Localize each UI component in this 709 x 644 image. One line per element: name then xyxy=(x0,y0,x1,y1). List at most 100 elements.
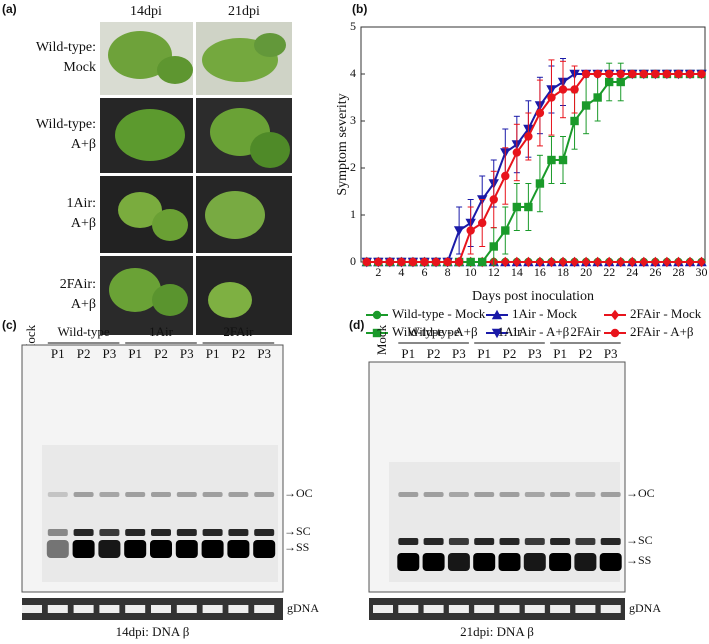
lane-label: P3 xyxy=(180,346,194,361)
photo-grid xyxy=(100,22,292,335)
marker xyxy=(512,256,522,268)
marker xyxy=(628,256,637,268)
y-tick-label: 5 xyxy=(350,19,356,33)
group-label: 2FAir xyxy=(570,324,601,339)
gdna-band xyxy=(373,605,393,613)
band xyxy=(599,553,622,571)
marker xyxy=(593,69,602,79)
band xyxy=(98,540,121,558)
marker xyxy=(628,69,637,79)
band xyxy=(523,553,546,571)
band xyxy=(202,529,223,536)
band xyxy=(228,492,249,497)
marker-label: →OC xyxy=(626,486,655,500)
marker xyxy=(501,256,510,268)
panel-label: (a) xyxy=(2,2,17,16)
marker xyxy=(501,226,510,235)
x-tick-label: 18 xyxy=(557,265,569,279)
band xyxy=(228,529,249,536)
gdna-band xyxy=(600,605,621,613)
band xyxy=(125,492,146,497)
gdna-band xyxy=(423,605,444,613)
gdna-band xyxy=(474,605,495,613)
row-label: Wild-type: xyxy=(36,40,96,55)
x-tick-label: 4 xyxy=(398,265,404,279)
band xyxy=(550,492,571,497)
marker xyxy=(685,69,695,79)
marker xyxy=(535,108,545,118)
marker xyxy=(524,256,533,268)
row-label: A+β xyxy=(71,297,96,312)
x-tick-label: 26 xyxy=(649,265,661,279)
legend-label: 2FAir - Mock xyxy=(630,306,702,321)
gdna-band xyxy=(202,605,223,613)
gdna-band xyxy=(448,605,469,613)
lane-label: P2 xyxy=(77,346,91,361)
marker xyxy=(674,69,683,79)
band xyxy=(448,538,469,545)
marker xyxy=(374,257,383,267)
lane-label: P3 xyxy=(103,346,117,361)
marker xyxy=(616,256,625,268)
x-tick-label: 10 xyxy=(465,265,477,279)
gdna-band xyxy=(125,605,146,613)
lane-label: P2 xyxy=(427,346,441,361)
band xyxy=(150,540,172,558)
lane-label: P1 xyxy=(401,346,415,361)
band xyxy=(499,538,520,545)
column-label: 14dpi xyxy=(130,4,162,19)
marker xyxy=(697,69,706,79)
group-label: Wild-type xyxy=(58,324,110,339)
band xyxy=(73,492,94,497)
x-axis-title: Days post inoculation xyxy=(472,289,594,304)
gdna-strip xyxy=(369,598,625,620)
y-tick-label: 1 xyxy=(350,207,356,221)
band xyxy=(202,492,223,497)
marker xyxy=(491,328,503,339)
caption: 14dpi: DNA β xyxy=(116,624,190,639)
marker xyxy=(512,202,522,212)
band xyxy=(201,540,224,558)
marker xyxy=(610,309,620,321)
x-tick-label: 8 xyxy=(445,265,451,279)
marker xyxy=(535,179,545,188)
marker xyxy=(512,148,522,157)
marker xyxy=(604,69,614,79)
row-label: Wild-type: xyxy=(36,117,96,132)
legend-label: 2FAir - A+β xyxy=(630,324,694,339)
marker xyxy=(524,132,533,141)
gdna-band xyxy=(398,605,419,613)
x-tick-label: 12 xyxy=(488,265,500,279)
band xyxy=(524,492,545,497)
lane-label: P3 xyxy=(528,346,542,361)
marker xyxy=(478,218,487,228)
band xyxy=(600,538,621,545)
legend-label: 1Air - Mock xyxy=(512,306,577,321)
marker xyxy=(558,155,568,165)
band xyxy=(499,492,520,497)
marker xyxy=(547,93,556,102)
marker xyxy=(408,257,418,267)
x-tick-label: 2 xyxy=(375,265,381,279)
band xyxy=(549,553,572,571)
gdna-band xyxy=(254,605,275,613)
marker xyxy=(362,257,371,267)
gdna-band xyxy=(99,605,120,613)
lane-label: P1 xyxy=(51,346,65,361)
panel-label: (c) xyxy=(2,318,17,332)
marker xyxy=(651,69,660,79)
x-tick-label: 6 xyxy=(421,265,427,279)
marker xyxy=(593,93,602,102)
gdna-band xyxy=(151,605,171,613)
band xyxy=(498,553,521,571)
band xyxy=(575,538,596,545)
band xyxy=(574,553,597,571)
marker xyxy=(385,257,395,267)
x-tick-label: 24 xyxy=(626,265,638,279)
column-label: 21dpi xyxy=(228,4,260,19)
marker-label: →SS xyxy=(284,540,309,554)
band xyxy=(99,492,120,497)
band xyxy=(397,553,420,571)
group-label: 2FAir xyxy=(223,324,254,339)
